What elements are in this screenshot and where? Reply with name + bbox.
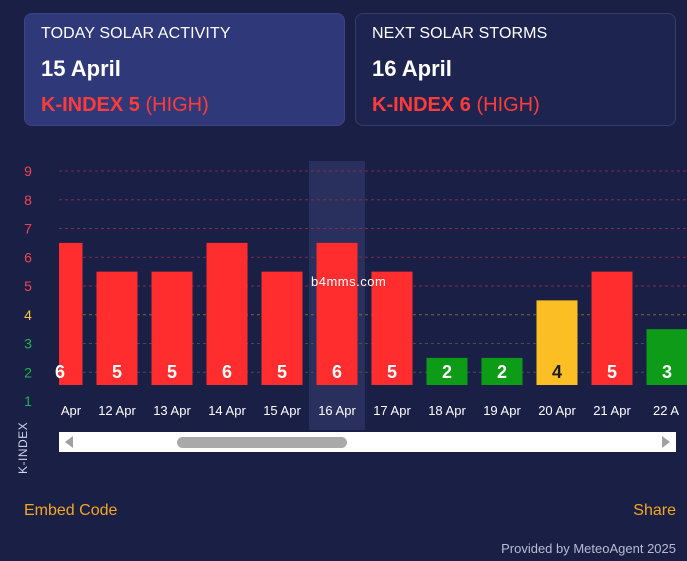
x-tick-label-3: 14 Apr — [208, 403, 246, 418]
bar-0 — [59, 242, 83, 385]
bar-11 — [646, 329, 687, 385]
bar-3 — [206, 242, 248, 385]
bar-6 — [371, 271, 413, 385]
scroll-thumb[interactable] — [177, 437, 347, 448]
bar-value-label-10: 5 — [607, 362, 617, 382]
bar-value-label-9: 4 — [552, 362, 562, 382]
bar-value-label-3: 6 — [222, 362, 232, 382]
today-card-date: 15 April — [41, 56, 121, 81]
bar-value-label-0: 6 — [55, 362, 65, 382]
today-kindex-level: (HIGH) — [145, 94, 209, 116]
bar-10 — [591, 271, 633, 385]
bar-value-label-5: 6 — [332, 362, 342, 382]
scroll-right-arrow-icon[interactable] — [662, 436, 670, 448]
bar-1 — [96, 271, 138, 385]
x-tick-label-5: 16 Apr — [318, 403, 356, 418]
x-tick-label-1: 12 Apr — [98, 403, 136, 418]
y-tick-label-8: 8 — [24, 192, 32, 208]
today-activity-card: TODAY SOLAR ACTIVITY 15 April K-INDEX 5 … — [24, 13, 345, 126]
bar-value-label-11: 3 — [662, 362, 672, 382]
scroll-left-arrow-icon[interactable] — [65, 436, 73, 448]
bar-value-label-7: 2 — [442, 362, 452, 382]
x-tick-label-11: 22 A — [653, 403, 679, 418]
y-tick-label-1: 1 — [24, 393, 32, 409]
today-card-title: TODAY SOLAR ACTIVITY — [41, 25, 231, 42]
next-storms-card: NEXT SOLAR STORMS 16 April K-INDEX 6 (HI… — [355, 13, 676, 126]
x-tick-label-10: 21 Apr — [593, 403, 631, 418]
bar-value-label-8: 2 — [497, 362, 507, 382]
y-tick-label-4: 4 — [24, 307, 32, 323]
next-kindex: K-INDEX 6 (HIGH) — [372, 94, 659, 117]
y-tick-label-2: 2 — [24, 364, 32, 380]
x-tick-label-7: 18 Apr — [428, 403, 466, 418]
y-tick-label-5: 5 — [24, 278, 32, 294]
x-tick-label-6: 17 Apr — [373, 403, 411, 418]
today-kindex: K-INDEX 5 (HIGH) — [41, 94, 328, 117]
bar-value-label-4: 5 — [277, 362, 287, 382]
today-kindex-value: K-INDEX 5 — [41, 94, 140, 116]
y-tick-label-3: 3 — [24, 336, 32, 352]
x-tick-label-2: 13 Apr — [153, 403, 191, 418]
next-card-title: NEXT SOLAR STORMS — [372, 25, 548, 42]
bar-value-label-1: 5 — [112, 362, 122, 382]
embed-code-link[interactable]: Embed Code — [24, 502, 118, 519]
chart-horizontal-scrollbar[interactable] — [59, 432, 676, 452]
share-link[interactable]: Share — [633, 502, 676, 519]
y-tick-label-9: 9 — [24, 163, 32, 179]
next-card-date: 16 April — [372, 56, 452, 81]
bar-9 — [536, 300, 578, 385]
bar-7 — [426, 357, 468, 385]
bar-5 — [316, 242, 358, 385]
next-kindex-level: (HIGH) — [476, 94, 540, 116]
provider-credit: Provided by MeteoAgent 2025 — [501, 541, 676, 556]
watermark-text: b4mms.com — [311, 274, 387, 289]
x-tick-label-4: 15 Apr — [263, 403, 301, 418]
y-axis-label: K-INDEX — [16, 421, 30, 474]
kindex-bar-chart: 1 2 3 4 5 6 7 8 9 6 Apr 5 12 Apr 5 13 Apr 6 14 Apr 5 15 Ap… — [24, 161, 687, 430]
y-tick-label-6: 6 — [24, 249, 32, 265]
x-tick-label-9: 20 Apr — [538, 403, 576, 418]
bar-value-label-6: 5 — [387, 362, 397, 382]
bar-2 — [151, 271, 193, 385]
bar-8 — [481, 357, 523, 385]
bar-4 — [261, 271, 303, 385]
y-tick-label-7: 7 — [24, 221, 32, 237]
x-tick-label-8: 19 Apr — [483, 403, 521, 418]
x-tick-label-0: Apr — [61, 403, 82, 418]
next-kindex-value: K-INDEX 6 — [372, 94, 471, 116]
bar-value-label-2: 5 — [167, 362, 177, 382]
